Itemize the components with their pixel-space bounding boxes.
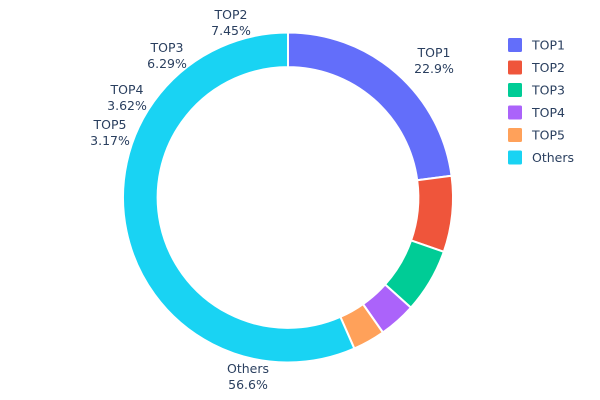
legend-swatch-top3[interactable] bbox=[508, 83, 522, 97]
slice-label-name: TOP4 bbox=[110, 82, 144, 97]
chart-legend[interactable]: TOP1 TOP2 TOP3 TOP4 TOP5 Others bbox=[508, 38, 574, 166]
slice-label-percent: 6.29% bbox=[147, 56, 187, 71]
legend-swatch-top5[interactable] bbox=[508, 128, 522, 142]
slice-label-name: TOP5 bbox=[93, 117, 127, 132]
slice-label-others: Others 56.6% bbox=[227, 361, 269, 392]
slice-label-percent: 7.45% bbox=[211, 23, 251, 38]
slice-label-name: Others bbox=[227, 361, 269, 376]
legend-swatch-top4[interactable] bbox=[508, 105, 522, 120]
legend-label-top3[interactable]: TOP3 bbox=[531, 83, 565, 98]
pie-labels-group: TOP1 22.9% TOP2 7.45% TOP3 6.29%TOP4 3.62% TOP5… bbox=[90, 7, 454, 392]
legend-swatch-others[interactable] bbox=[508, 150, 522, 165]
slice-label-top2: TOP2 7.45% bbox=[211, 7, 251, 38]
slice-label-percent: 3.17% bbox=[90, 133, 130, 148]
pie-slices-group bbox=[122, 31, 454, 364]
slice-label-percent: 22.9% bbox=[414, 61, 454, 76]
legend-label-others[interactable]: Others bbox=[532, 150, 574, 165]
pie-slice-others[interactable] bbox=[122, 31, 356, 364]
legend-label-top4[interactable]: TOP4 bbox=[531, 105, 565, 120]
legend-label-top1[interactable]: TOP1 bbox=[531, 38, 565, 53]
slice-label-top1: TOP1 22.9% bbox=[414, 45, 454, 76]
slice-label-top3: TOP3 6.29% bbox=[147, 40, 187, 71]
slice-label-name: TOP3 bbox=[150, 40, 184, 55]
legend-swatch-top1[interactable] bbox=[508, 38, 522, 52]
slice-label-top5: TOP5 3.17% bbox=[90, 117, 130, 148]
slice-label-percent: 3.62% bbox=[107, 98, 147, 113]
slice-label-top4: TOP4 3.62% bbox=[107, 82, 147, 113]
pie-slice-top2[interactable] bbox=[410, 174, 454, 253]
slice-label-name: TOP1 bbox=[417, 45, 451, 60]
legend-label-top5[interactable]: TOP5 bbox=[531, 128, 565, 143]
legend-swatch-top2[interactable] bbox=[508, 60, 522, 75]
slice-label-percent: 56.6% bbox=[228, 377, 268, 392]
slice-label-name: TOP2 bbox=[214, 7, 248, 22]
legend-label-top2[interactable]: TOP2 bbox=[531, 60, 565, 75]
